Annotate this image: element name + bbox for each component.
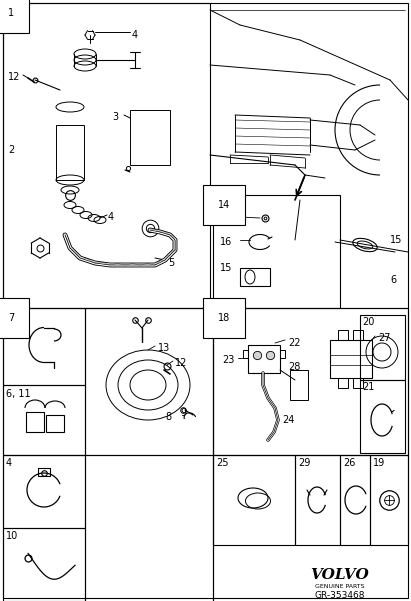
Bar bbox=[56, 125, 84, 180]
Bar bbox=[243, 350, 248, 358]
Bar bbox=[330, 340, 372, 378]
Text: 4: 4 bbox=[108, 212, 114, 222]
Text: 12: 12 bbox=[8, 72, 21, 82]
Text: GR-353468: GR-353468 bbox=[315, 591, 365, 600]
Text: 18: 18 bbox=[218, 313, 230, 323]
Bar bbox=[353, 378, 363, 388]
Text: 2: 2 bbox=[8, 145, 14, 155]
Bar bbox=[3, 455, 85, 528]
Bar bbox=[3, 3, 210, 308]
Bar bbox=[240, 268, 270, 286]
Text: 4: 4 bbox=[132, 30, 138, 40]
Text: 9: 9 bbox=[180, 408, 186, 418]
Text: 28: 28 bbox=[288, 362, 300, 372]
Bar bbox=[213, 195, 340, 308]
Text: 17: 17 bbox=[220, 214, 232, 224]
Text: 6, 11: 6, 11 bbox=[6, 389, 31, 399]
Text: 29: 29 bbox=[298, 458, 310, 468]
Text: 13: 13 bbox=[158, 343, 170, 353]
Bar bbox=[340, 455, 370, 545]
Text: 3: 3 bbox=[112, 112, 118, 122]
Bar bbox=[38, 468, 50, 476]
Text: GENUINE PARTS: GENUINE PARTS bbox=[315, 585, 365, 590]
Bar bbox=[290, 370, 308, 400]
Text: 8: 8 bbox=[165, 412, 171, 422]
Bar bbox=[213, 455, 295, 545]
Bar bbox=[3, 528, 85, 601]
Text: 10: 10 bbox=[6, 531, 18, 541]
Text: 12: 12 bbox=[175, 358, 187, 368]
Bar bbox=[338, 330, 348, 340]
Text: 16: 16 bbox=[220, 237, 232, 247]
Text: 27: 27 bbox=[378, 333, 390, 343]
Bar bbox=[338, 378, 348, 388]
Text: 4: 4 bbox=[6, 458, 12, 468]
Text: 19: 19 bbox=[373, 458, 385, 468]
Bar bbox=[85, 308, 213, 455]
Bar bbox=[26, 412, 44, 432]
Text: 15: 15 bbox=[220, 263, 232, 273]
Bar bbox=[360, 315, 405, 380]
Text: 20: 20 bbox=[362, 317, 374, 327]
Text: 6: 6 bbox=[390, 275, 396, 285]
Bar bbox=[280, 350, 285, 358]
Text: VOLVO: VOLVO bbox=[311, 568, 369, 582]
Bar bbox=[370, 455, 408, 545]
Bar bbox=[248, 345, 280, 373]
Bar bbox=[360, 380, 405, 453]
Bar bbox=[213, 308, 408, 455]
Text: 14: 14 bbox=[218, 200, 230, 210]
Text: 7: 7 bbox=[8, 313, 14, 323]
Bar bbox=[353, 330, 363, 340]
Bar bbox=[46, 415, 64, 432]
Bar bbox=[295, 455, 340, 545]
Bar bbox=[3, 308, 85, 385]
Text: 21: 21 bbox=[362, 382, 374, 392]
Bar bbox=[130, 110, 170, 165]
Bar bbox=[3, 385, 85, 455]
Text: 23: 23 bbox=[222, 355, 234, 365]
Text: 15: 15 bbox=[390, 235, 402, 245]
Text: 26: 26 bbox=[343, 458, 356, 468]
Text: 25: 25 bbox=[216, 458, 229, 468]
Text: 22: 22 bbox=[288, 338, 300, 348]
Text: 1: 1 bbox=[8, 8, 14, 18]
Text: 24: 24 bbox=[282, 415, 294, 425]
Text: 5: 5 bbox=[168, 258, 174, 268]
